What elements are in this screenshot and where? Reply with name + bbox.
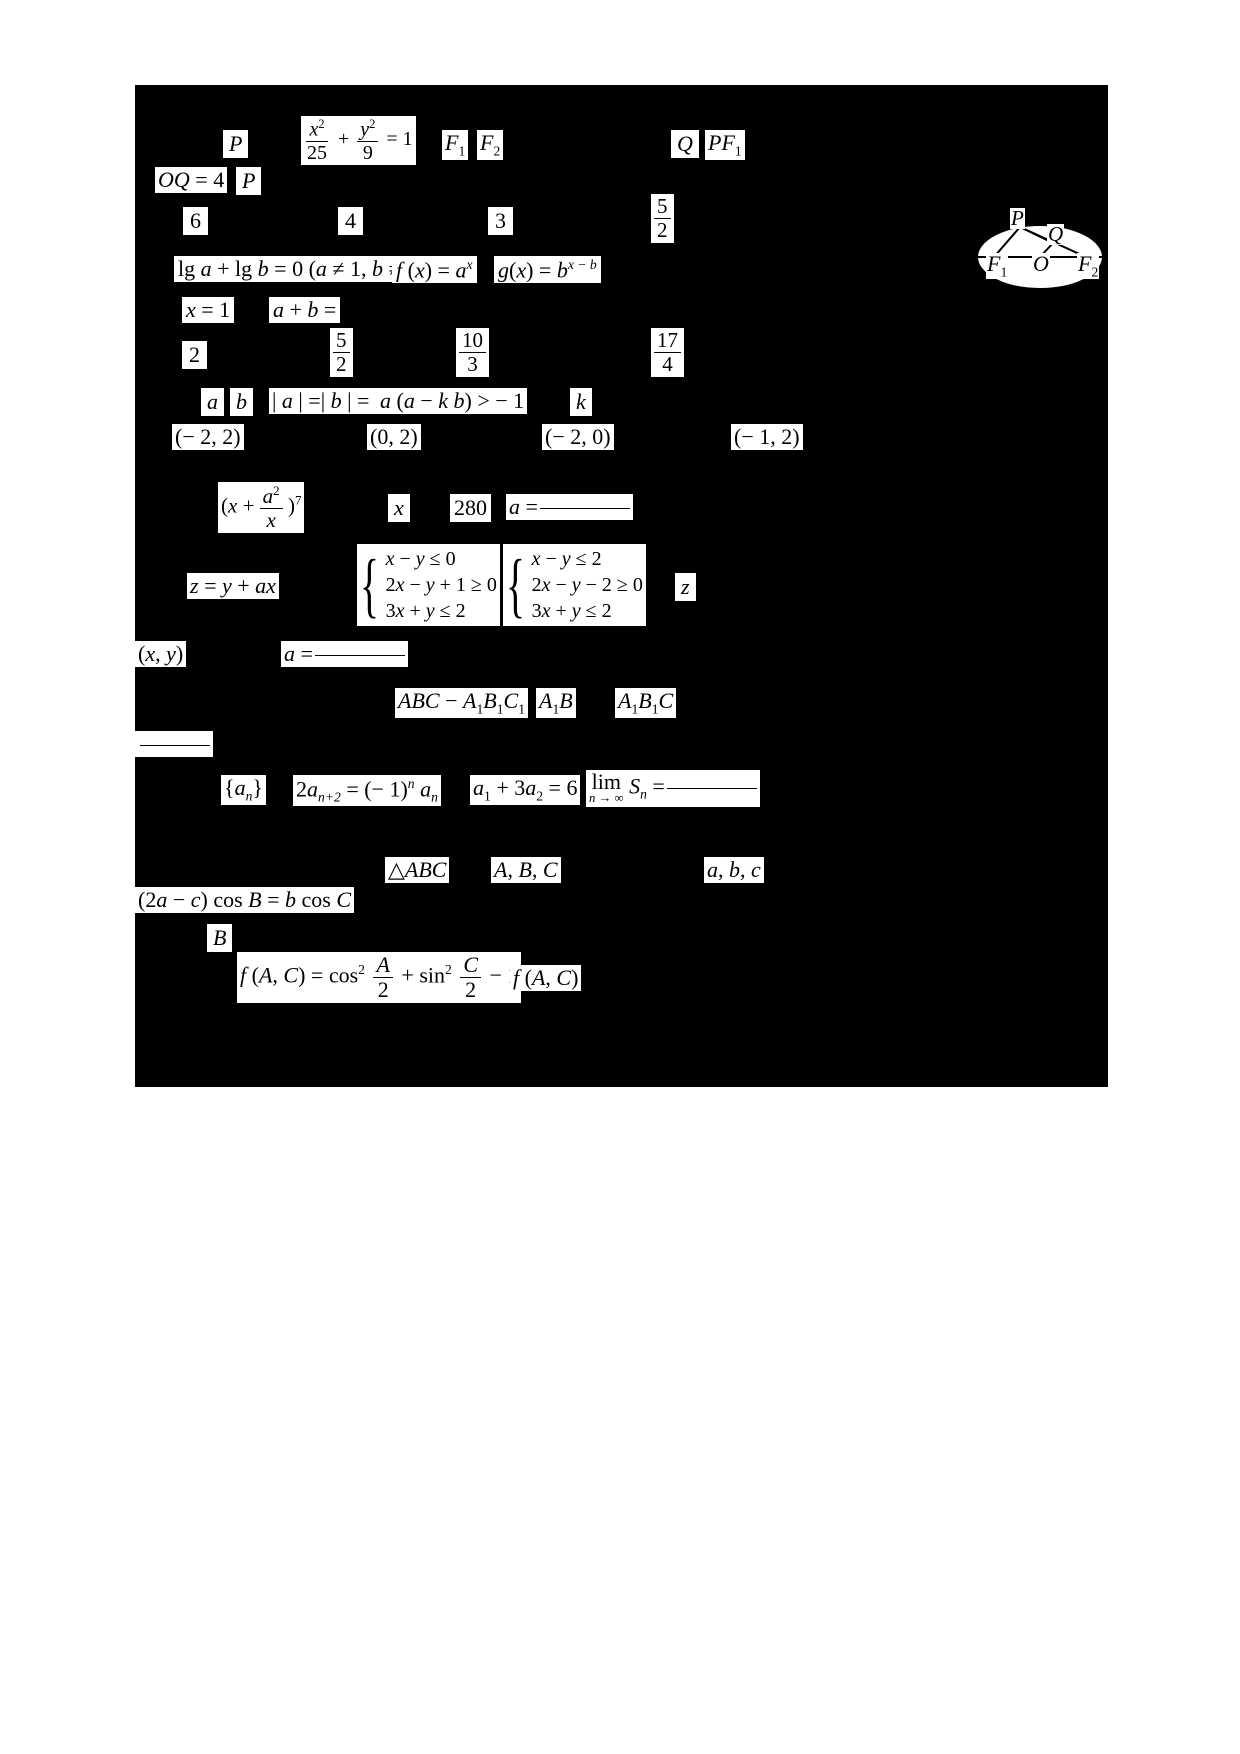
coef-280: 280 [450, 494, 491, 522]
a-equals-blank-2: a = [281, 641, 408, 667]
focus-2: F2 [477, 130, 503, 160]
edge-a1b: A1B [536, 688, 576, 718]
page: P x225 + y29 = 1 F1 F2 Q PF1 OQ = 4 P 6 … [0, 0, 1240, 1754]
point-q: Q [671, 130, 699, 158]
blank-answer [135, 731, 213, 757]
cosine-relation: (2a − c) cos B = b cos C [135, 887, 354, 913]
abs-a-b: | a | =| b | = 1 [269, 388, 389, 414]
segment-pf1: PF1 [705, 130, 745, 160]
dot-inequality: a (a − k b) > − 1 [377, 388, 527, 414]
recurrence: 2an+2 = (− 1)n an [293, 775, 441, 806]
oq-equals-4: OQ = 4 [155, 167, 227, 193]
initial-cond: a1 + 3a2 = 6 [470, 775, 580, 805]
sides: a, b, c [704, 857, 764, 883]
var-p: P [223, 130, 248, 158]
system-b: { x − y ≤ 2 2x − y − 2 ≥ 0 3x + y ≤ 2 [503, 544, 646, 626]
option-3: 3 [488, 207, 513, 235]
option-2: 2 [182, 341, 207, 369]
prism-label: ABC − A1B1C1 [395, 688, 528, 718]
ellipse-diagram: F1 O F2 Q P [970, 197, 1110, 292]
vec-a: a [201, 388, 224, 416]
plane-a1b1c: A1B1C [615, 688, 676, 718]
point-xy: (x, y) [135, 641, 186, 667]
sequence: {an} [221, 775, 266, 805]
f-ac-short: f (A, C) [510, 965, 581, 991]
option-6: 6 [183, 207, 208, 235]
interval-3: (− 2, 0) [542, 424, 614, 450]
black-region: P x225 + y29 = 1 F1 F2 Q PF1 OQ = 4 P 6 … [135, 85, 1108, 1087]
objective-z: z = y + ax [187, 573, 279, 599]
a-plus-b: a + b = [269, 297, 340, 323]
var-z: z [675, 573, 696, 601]
vec-b: b [230, 388, 253, 416]
var-p-2: P [236, 167, 261, 195]
option-4: 4 [338, 207, 363, 235]
binomial: (x + a2x )7 [218, 482, 304, 533]
ellipse-equation: x225 + y29 = 1 [301, 116, 416, 165]
system-a: { x − y ≤ 0 2x − y + 1 ≥ 0 3x + y ≤ 2 [357, 544, 500, 626]
g-of-x: g(x) = bx − b [494, 256, 601, 283]
angles: A, B, C [491, 857, 561, 883]
f-of-x: f (x) = ax [392, 256, 477, 283]
x-equals-1: x = 1 [182, 297, 234, 323]
log-condition: lg a + lg b = 0 (a ≠ 1, b ≠ 1) [174, 256, 428, 282]
interval-4: (− 1, 2) [731, 424, 803, 450]
var-x: x [388, 494, 410, 522]
option-10-3: 103 [456, 328, 489, 377]
interval-2: (0, 2) [367, 424, 421, 450]
option-5-2b: 52 [330, 328, 353, 377]
var-k: k [570, 388, 592, 416]
option-5-2: 52 [651, 194, 674, 243]
focus-1: F1 [442, 130, 468, 160]
f-of-ac: f (A, C) = cos2 A2 + sin2 C2 − 1 [237, 952, 521, 1003]
limit-sn: lim n → ∞ Sn = [586, 770, 760, 807]
angle-b: B [207, 924, 232, 952]
interval-1: (− 2, 2) [172, 424, 244, 450]
option-17-4: 174 [651, 328, 684, 377]
triangle-abc: △ABC [385, 857, 449, 883]
a-equals-blank: a = [506, 494, 633, 520]
